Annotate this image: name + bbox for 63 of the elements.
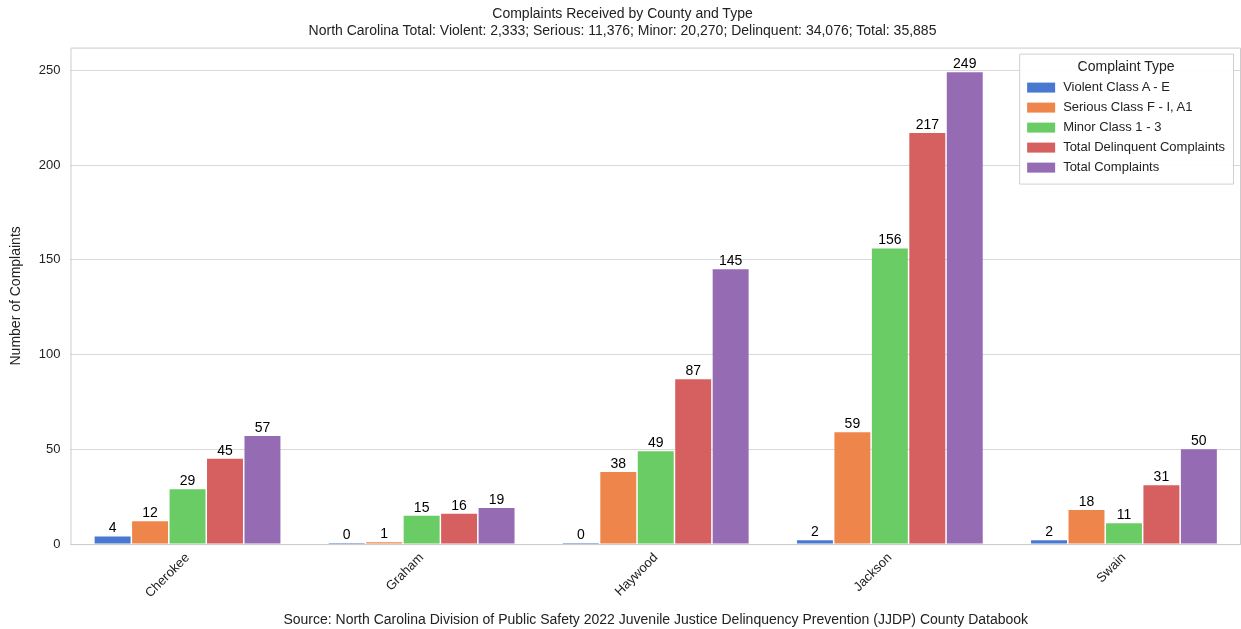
bar — [871, 248, 908, 544]
bar — [946, 72, 983, 544]
bar — [600, 472, 637, 544]
bar — [1105, 523, 1142, 544]
y-tick-label: 200 — [38, 156, 61, 172]
bar — [403, 515, 440, 544]
source-note: Source: North Carolina Division of Public Safety 2022 Juvenile Justice Delinquency Prevention (JJDP) County Databook — [283, 610, 1030, 627]
chart-subtitle: North Carolina Total: Violent: 2,333; Serious: 11,376; Minor: 20,270; Delinquent: 34,076; Total: 35,885 — [308, 22, 937, 39]
data-label: 50 — [1191, 432, 1207, 449]
legend-label: Total Delinquent Complaints — [1063, 139, 1226, 155]
y-tick-label: 250 — [38, 61, 61, 77]
bar — [796, 540, 833, 544]
data-label: 19 — [488, 490, 505, 507]
data-label: 11 — [1116, 506, 1132, 523]
bar — [207, 458, 243, 544]
bar — [834, 432, 871, 544]
bar — [478, 508, 515, 544]
bar — [1031, 540, 1068, 544]
legend-title: Complaint Type — [1077, 58, 1175, 75]
data-label: 49 — [647, 434, 664, 451]
data-label: 2 — [811, 523, 820, 540]
bar — [909, 132, 946, 544]
y-axis-title: Number of Complaints — [7, 226, 24, 366]
legend-label: Total Complaints — [1063, 159, 1160, 175]
data-label: 156 — [878, 231, 902, 248]
legend-label: Minor Class 1 - 3 — [1063, 119, 1162, 135]
legend-label: Violent Class A - E — [1063, 79, 1171, 95]
data-label: 145 — [718, 252, 743, 269]
data-label: 4 — [108, 519, 117, 536]
bar — [132, 521, 169, 544]
data-label: 16 — [451, 496, 468, 513]
data-label: 217 — [915, 115, 940, 132]
data-label: 15 — [413, 498, 430, 515]
data-label: 0 — [342, 525, 351, 542]
data-label: 1 — [380, 525, 389, 542]
data-label: 29 — [179, 472, 196, 489]
bar — [1068, 510, 1105, 544]
bar — [244, 436, 281, 544]
data-label: 0 — [576, 525, 585, 542]
bar — [637, 451, 674, 544]
bar — [441, 513, 478, 544]
bar — [169, 489, 206, 544]
data-label: 57 — [254, 418, 271, 435]
data-label: 12 — [142, 504, 159, 521]
bar — [1180, 449, 1217, 544]
data-label: 87 — [685, 362, 702, 379]
data-label: 18 — [1078, 492, 1095, 509]
bar — [94, 536, 131, 544]
bar — [712, 269, 749, 544]
chart-title: Complaints Received by County and Type — [492, 5, 753, 22]
bar — [675, 379, 712, 544]
data-label: 38 — [610, 454, 627, 471]
data-label: 59 — [844, 415, 861, 432]
legend-label: Serious Class F - I, A1 — [1063, 99, 1193, 115]
bar — [1143, 485, 1180, 544]
data-label: 2 — [1045, 523, 1054, 540]
y-tick-label: 100 — [38, 346, 61, 362]
data-label: 31 — [1153, 468, 1170, 485]
data-label: 45 — [217, 441, 233, 458]
data-label: 249 — [953, 55, 977, 72]
y-tick-label: 0 — [53, 535, 61, 551]
y-tick-label: 150 — [38, 251, 61, 267]
y-tick-label: 50 — [46, 440, 61, 456]
